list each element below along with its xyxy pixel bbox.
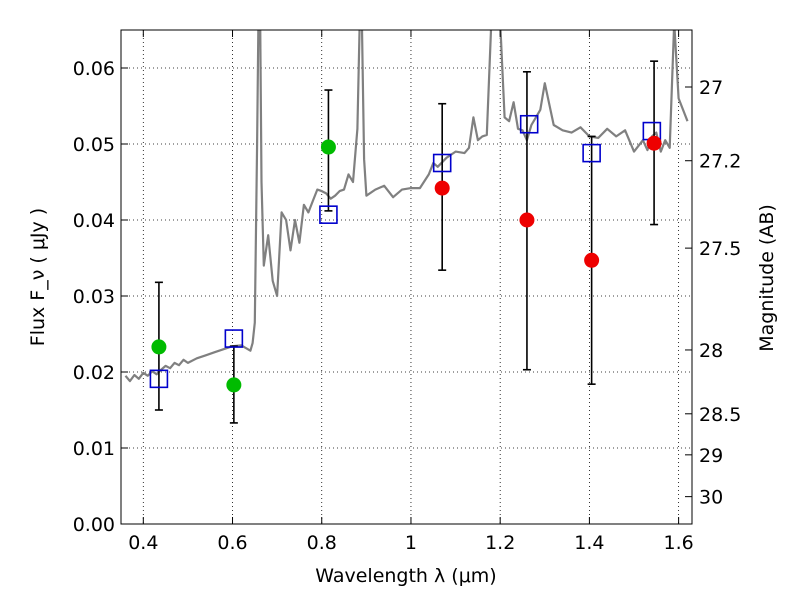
y2-tick-label: 27	[699, 77, 723, 99]
model-spectrum-line	[124, 30, 689, 383]
tick-layer	[121, 30, 692, 525]
y2-tick-label: 27.2	[699, 151, 741, 173]
y2-tick-label: 28.5	[699, 404, 741, 426]
plot-frame	[120, 29, 693, 525]
x-tick-label: 1.2	[485, 532, 515, 554]
y-tick-label: 0.02	[73, 362, 115, 384]
model-photometry-square	[319, 205, 338, 224]
y2-tick-label: 29	[699, 445, 723, 467]
red-data-point	[519, 212, 535, 228]
red-data-point	[646, 135, 662, 151]
model-spectrum-layer	[124, 30, 689, 383]
y-tick-label: 0.05	[73, 134, 115, 156]
x-tick-label: 0.4	[128, 532, 158, 554]
y-tick-label: 0.06	[73, 58, 115, 80]
x-tick-label: 0.8	[307, 532, 337, 554]
green-data-point	[151, 339, 167, 355]
y2-tick-label: 27.5	[699, 238, 741, 260]
green-data-point	[226, 377, 242, 393]
model-photometry-square	[582, 143, 601, 163]
x-tick-label: 1.4	[574, 532, 604, 554]
model-photometry-square	[432, 153, 452, 173]
x-tick-label: 1	[405, 532, 417, 554]
x-axis-label: Wavelength λ (μm)	[315, 565, 496, 587]
y2-axis-label: Magnitude (AB)	[756, 204, 778, 352]
y-tick-label: 0.04	[73, 210, 115, 232]
y2-tick-label: 28	[699, 340, 723, 362]
model-photometry-square	[519, 114, 539, 134]
model-photometry-square	[224, 329, 244, 348]
x-tick-label: 0.6	[217, 532, 247, 554]
y-tick-label: 0.01	[73, 438, 115, 460]
label-layer: 0.4 0.6 0.8 1 1.2 1.4 1.6 0.00 0.01 0.02 0.03 0.04 0…	[73, 58, 742, 554]
x-tick-label: 1.6	[664, 532, 694, 554]
y-tick-label: 0.00	[73, 514, 115, 536]
red-data-point	[434, 180, 450, 196]
model-photometry-square	[149, 369, 169, 389]
data-point-layer	[149, 114, 662, 393]
y-axis-label: Flux F_ν ( μJy )	[27, 208, 49, 346]
y-tick-label: 0.03	[73, 286, 115, 308]
y2-tick-label: 30	[699, 487, 723, 509]
green-data-point	[320, 139, 336, 155]
red-data-point	[584, 252, 600, 268]
